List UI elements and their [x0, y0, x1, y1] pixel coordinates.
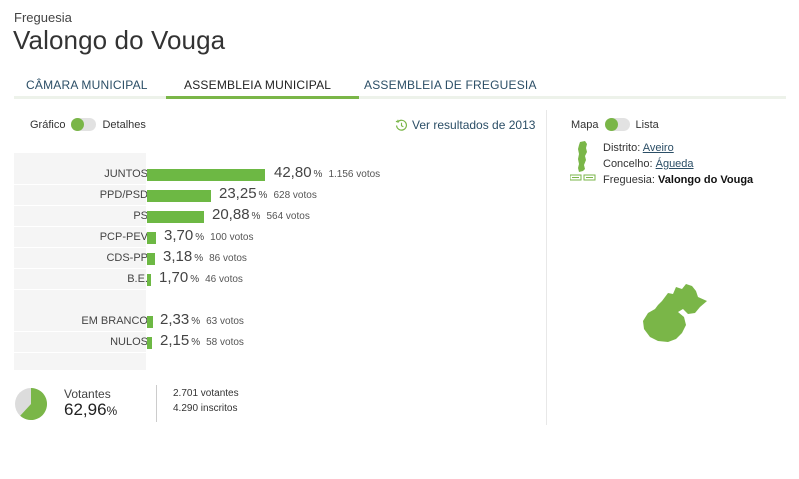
result-row: PCP-PEV 3,70% 100 votos	[14, 227, 514, 248]
result-percent: 3,18% 86 votos	[163, 248, 247, 265]
result-row: PS 20,88% 564 votos	[14, 206, 514, 227]
panel-divider	[546, 110, 547, 425]
result-votes: 86 votos	[209, 253, 247, 264]
previous-results-link[interactable]: Ver resultados de 2013	[395, 118, 535, 132]
result-votes: 63 votos	[206, 316, 244, 327]
municipality-link[interactable]: Águeda	[655, 158, 694, 170]
district-link[interactable]: Aveiro	[642, 142, 674, 154]
result-bar	[147, 316, 153, 328]
result-bar	[147, 190, 211, 202]
result-bar	[147, 274, 151, 286]
party-name: JUNTOS	[104, 168, 148, 180]
party-name: PCP-PEV	[99, 231, 148, 243]
result-percent: 1,70% 46 votos	[159, 269, 243, 286]
party-name: CDS-PP	[106, 252, 148, 264]
previous-results-label: Ver resultados de 2013	[412, 118, 536, 132]
voters-count: 2.701 votantes	[173, 388, 239, 399]
history-icon	[395, 119, 407, 131]
map-toggle-group: Mapa Lista	[571, 118, 659, 131]
result-row: B.E. 1,70% 46 votos	[14, 269, 514, 290]
turnout-percent: 62,96%	[64, 400, 118, 419]
party-label-column	[14, 153, 146, 370]
chart-details-toggle[interactable]	[71, 118, 97, 131]
result-votes: 58 votos	[206, 337, 244, 348]
municipality-info: Concelho: Águeda	[603, 158, 694, 170]
view-toggle-left-label: Gráfico	[30, 118, 66, 131]
result-percent: 20,88% 564 votos	[212, 206, 310, 223]
district-info: Distrito: Aveiro	[603, 142, 674, 154]
map-toggle-right-label: Lista	[635, 118, 659, 131]
view-toggle-right-label: Detalhes	[102, 118, 146, 131]
toggle-knob	[604, 118, 618, 131]
parish-name: Valongo do Vouga	[658, 174, 754, 186]
result-bar	[147, 253, 155, 265]
page-subtitle: Freguesia	[14, 10, 72, 25]
portugal-map-icon[interactable]	[570, 140, 596, 182]
result-votes: 564 votos	[266, 211, 310, 222]
result-row: JUNTOS 42,80% 1.156 votos	[14, 164, 514, 185]
tab-assembleia-municipal[interactable]: ASSEMBLEIA MUNICIPAL	[184, 78, 332, 92]
party-name: B.E.	[127, 273, 148, 285]
result-votes: 100 votos	[210, 232, 254, 243]
page-title: Valongo do Vouga	[13, 25, 226, 55]
result-votes: 46 votos	[205, 274, 243, 285]
result-percent: 2,15% 58 votos	[160, 332, 244, 349]
summary-divider	[156, 385, 157, 422]
party-name: PS	[133, 210, 148, 222]
result-row-null: NULOS 2,15% 58 votos	[14, 332, 514, 353]
map-list-toggle[interactable]	[604, 118, 630, 131]
parish-info: Freguesia: Valongo do Vouga	[603, 174, 754, 186]
party-name: PPD/PSD	[99, 189, 148, 201]
result-bar	[147, 169, 265, 181]
tab-assembleia-freguesia[interactable]: ASSEMBLEIA DE FREGUESIA	[364, 78, 537, 92]
result-bar	[147, 211, 204, 223]
active-tab-indicator	[166, 96, 359, 99]
result-row: CDS-PP 3,18% 86 votos	[14, 248, 514, 269]
registered-count: 4.290 inscritos	[173, 403, 238, 414]
result-percent: 23,25% 628 votos	[219, 185, 317, 202]
result-row: PPD/PSD 23,25% 628 votos	[14, 185, 514, 206]
view-toggle-group: Gráfico Detalhes	[30, 118, 146, 131]
result-percent: 2,33% 63 votos	[160, 311, 244, 328]
tab-camara-municipal[interactable]: CÂMARA MUNICIPAL	[26, 78, 148, 92]
map-toggle-left-label: Mapa	[571, 118, 599, 131]
result-bar	[147, 232, 156, 244]
result-row-blank: EM BRANCO 2,33% 63 votos	[14, 311, 514, 332]
result-votes: 628 votos	[273, 190, 317, 201]
result-bar	[147, 337, 152, 349]
result-percent: 42,80% 1.156 votos	[274, 164, 381, 181]
result-percent: 3,70% 100 votos	[164, 227, 254, 244]
election-tabs: CÂMARA MUNICIPAL ASSEMBLEIA MUNICIPAL AS…	[14, 70, 786, 99]
toggle-knob	[71, 118, 85, 131]
turnout-pie-chart	[15, 388, 48, 420]
party-name: EM BRANCO	[81, 315, 148, 327]
party-name: NULOS	[110, 336, 148, 348]
result-votes: 1.156 votos	[328, 169, 381, 180]
parish-map-shape[interactable]	[640, 283, 710, 345]
turnout-label: Votantes	[64, 387, 111, 401]
